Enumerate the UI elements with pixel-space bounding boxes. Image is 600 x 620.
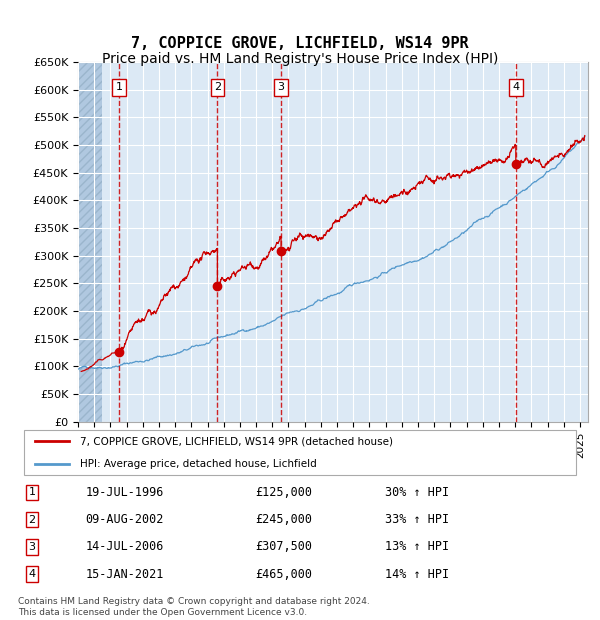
- Text: 2: 2: [214, 82, 221, 92]
- Text: £125,000: £125,000: [255, 486, 312, 498]
- Text: £307,500: £307,500: [255, 541, 312, 553]
- Text: 7, COPPICE GROVE, LICHFIELD, WS14 9PR (detached house): 7, COPPICE GROVE, LICHFIELD, WS14 9PR (d…: [80, 436, 393, 446]
- Bar: [78, 62, 102, 422]
- Text: 33% ↑ HPI: 33% ↑ HPI: [385, 513, 449, 526]
- Text: Contains HM Land Registry data © Crown copyright and database right 2024.
This d: Contains HM Land Registry data © Crown c…: [18, 598, 370, 617]
- Text: HPI: Average price, detached house, Lichfield: HPI: Average price, detached house, Lich…: [80, 459, 317, 469]
- Text: 1: 1: [29, 487, 35, 497]
- Text: 4: 4: [29, 569, 35, 579]
- Text: 4: 4: [512, 82, 520, 92]
- Text: 2: 2: [29, 515, 35, 525]
- Text: 7, COPPICE GROVE, LICHFIELD, WS14 9PR: 7, COPPICE GROVE, LICHFIELD, WS14 9PR: [131, 36, 469, 51]
- Text: 13% ↑ HPI: 13% ↑ HPI: [385, 541, 449, 553]
- Text: £245,000: £245,000: [255, 513, 312, 526]
- Text: £465,000: £465,000: [255, 568, 312, 580]
- Text: 14-JUL-2006: 14-JUL-2006: [86, 541, 164, 553]
- Text: 09-AUG-2002: 09-AUG-2002: [86, 513, 164, 526]
- Text: 14% ↑ HPI: 14% ↑ HPI: [385, 568, 449, 580]
- Text: 3: 3: [278, 82, 284, 92]
- FancyBboxPatch shape: [23, 430, 577, 475]
- Text: 19-JUL-1996: 19-JUL-1996: [86, 486, 164, 498]
- Text: 3: 3: [29, 542, 35, 552]
- Text: 1: 1: [116, 82, 123, 92]
- Text: 15-JAN-2021: 15-JAN-2021: [86, 568, 164, 580]
- Text: 30% ↑ HPI: 30% ↑ HPI: [385, 486, 449, 498]
- Text: Price paid vs. HM Land Registry's House Price Index (HPI): Price paid vs. HM Land Registry's House …: [102, 52, 498, 66]
